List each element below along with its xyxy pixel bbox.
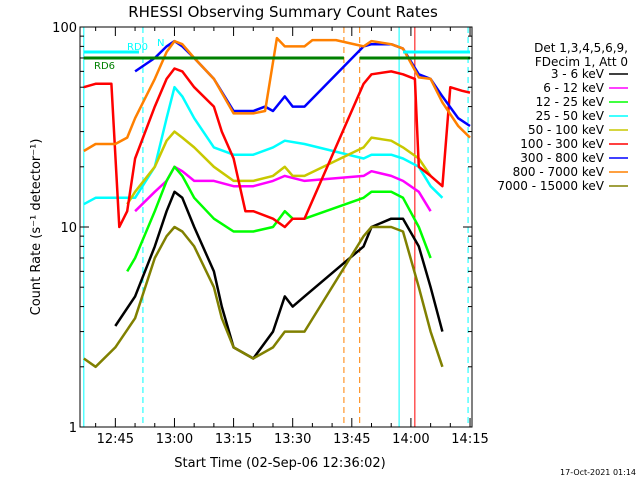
legend-label-3-6-kev: 3 - 6 keV: [551, 67, 605, 81]
legend-label-12-25-kev: 12 - 25 keV: [536, 95, 605, 109]
legend-label-800-7000-kev: 800 - 7000 keV: [513, 165, 605, 179]
legend-label-100-300-kev: 100 - 300 keV: [520, 137, 604, 151]
legend-header-1: FDecim 1, Att 0: [535, 55, 628, 69]
chart-title: RHESSI Observing Summary Count Rates: [128, 3, 438, 21]
legend-label-25-50-kev: 25 - 50 keV: [536, 109, 605, 123]
timestamp: 17-Oct-2021 01:14: [560, 468, 636, 477]
x-tick-label-12-45: 12:45: [97, 432, 134, 447]
series-line-12-25-kev: [126, 165, 432, 273]
y-axis-label: Count Rate (s⁻¹ detector⁻¹): [29, 139, 44, 316]
series-line-800-7000-kev: [83, 36, 471, 153]
y-tick-label-1: 1: [69, 421, 77, 436]
x-tick-label-13-30: 13:30: [274, 432, 311, 447]
plot-frame: [79, 26, 473, 428]
x-axis-label: Start Time (02-Sep-06 12:36:02): [174, 456, 385, 471]
legend-label-6-12-kev: 6 - 12 keV: [543, 81, 605, 95]
legend-label-300-800-kev: 300 - 800 keV: [520, 151, 604, 165]
annotation-n: N: [157, 38, 164, 49]
series-line-50-100-kev: [126, 130, 432, 205]
series-line-300-800-kev: [134, 39, 471, 128]
x-tick-label-14-00: 14:00: [392, 432, 429, 447]
x-axis-ticks: 12:45 13:00 13:15 13:30 13:45 14:00 14:15: [95, 27, 489, 447]
series-line-100-300-kev: [83, 67, 471, 229]
series-line-3-6-kev: [114, 190, 444, 360]
y-tick-label-10: 10: [60, 221, 77, 236]
legend-label-50-100-kev: 50 - 100 keV: [528, 123, 605, 137]
legend: Det 1,3,4,5,6,9,FDecim 1, Att 03 - 6 keV…: [497, 41, 628, 193]
x-tick-label-14-15: 14:15: [451, 432, 488, 447]
plot-data: RD6 RD0 N: [83, 27, 471, 427]
x-tick-label-13-15: 13:15: [215, 432, 252, 447]
annotation-rd6: RD6: [94, 61, 115, 72]
legend-header-0: Det 1,3,4,5,6,9,: [534, 41, 628, 55]
x-tick-label-13-45: 13:45: [333, 432, 370, 447]
x-tick-label-13-00: 13:00: [156, 432, 193, 447]
annotation-rd0: RD0: [127, 42, 148, 53]
y-axis-ticks: 1 10 100: [52, 21, 472, 436]
y-tick-label-100: 100: [52, 21, 77, 36]
legend-label-7000-15000-kev: 7000 - 15000 keV: [497, 179, 604, 193]
series-line-7000-15000-kev: [83, 225, 444, 369]
